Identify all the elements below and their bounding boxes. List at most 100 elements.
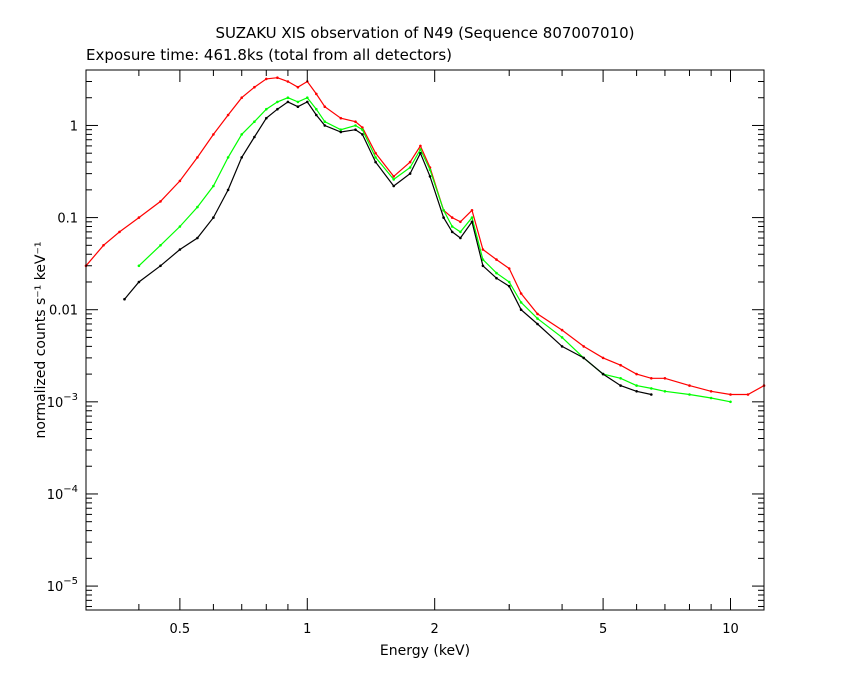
data-point <box>374 151 377 155</box>
data-point <box>519 301 523 304</box>
data-point <box>265 77 268 81</box>
data-point <box>374 156 377 159</box>
data-point <box>650 377 653 380</box>
data-point <box>582 356 585 360</box>
data-point <box>419 144 422 148</box>
data-point <box>560 336 564 339</box>
y-tick-exponent: −5 <box>63 576 78 587</box>
data-point <box>459 220 462 224</box>
data-point <box>315 92 318 96</box>
data-point <box>619 377 622 380</box>
data-point <box>663 377 667 380</box>
data-point <box>212 216 215 219</box>
y-tick-label: 0.1 <box>57 212 78 227</box>
data-point <box>635 372 638 376</box>
data-point <box>601 356 605 360</box>
data-point <box>296 85 300 89</box>
data-point <box>459 236 462 240</box>
x-tick-label: 1 <box>303 622 311 637</box>
data-point <box>428 175 432 178</box>
data-point <box>286 80 290 83</box>
data-point <box>361 133 364 136</box>
data-point <box>240 156 243 159</box>
data-point <box>286 96 290 99</box>
data-point <box>481 258 485 261</box>
series-line-1 <box>138 96 731 403</box>
y-tick-label: 10−5 <box>47 576 78 595</box>
data-point <box>507 267 511 270</box>
data-point <box>663 390 667 393</box>
data-point <box>361 128 364 131</box>
data-point <box>286 100 290 104</box>
data-point <box>253 85 256 89</box>
data-point <box>442 209 445 212</box>
x-tick-label: 5 <box>599 622 607 637</box>
data-point <box>226 113 230 117</box>
data-point <box>536 322 539 326</box>
data-point <box>123 297 126 301</box>
data-point <box>582 345 585 348</box>
series-line-2 <box>124 101 652 396</box>
data-point <box>470 209 474 212</box>
data-point <box>507 280 511 284</box>
y-tick-exponent: −4 <box>63 484 78 495</box>
data-point <box>323 120 327 123</box>
x-tick-label: 2 <box>431 622 439 637</box>
data-point <box>495 271 498 275</box>
data-point <box>339 128 343 131</box>
data-point <box>178 248 182 251</box>
x-tick-label: 10 <box>722 622 739 637</box>
data-point <box>137 264 141 268</box>
data-point <box>159 200 162 203</box>
data-point <box>354 120 357 123</box>
data-point <box>339 130 343 134</box>
data-point <box>315 113 318 117</box>
data-point <box>419 151 422 155</box>
data-point <box>495 276 498 280</box>
y-tick-label: 10−3 <box>47 392 78 411</box>
data-point <box>276 76 279 79</box>
data-point <box>536 312 539 316</box>
data-point <box>392 175 396 178</box>
data-point <box>507 284 511 288</box>
data-point <box>470 216 474 219</box>
data-point <box>354 124 357 127</box>
data-point <box>306 96 309 99</box>
series-layer <box>84 76 766 404</box>
data-point <box>408 166 412 169</box>
y-axis-label: normalized counts s⁻¹ keV⁻¹ <box>33 241 49 438</box>
chart-subtitle: Exposure time: 461.8ks (total from all d… <box>86 46 452 64</box>
data-point <box>137 280 141 284</box>
data-point <box>619 384 622 387</box>
data-point <box>306 100 309 104</box>
data-point <box>212 184 215 188</box>
data-point <box>137 216 141 219</box>
plot-frame <box>85 69 765 611</box>
data-point <box>240 96 243 99</box>
tick-layer: 0.5 1 2 5 10 1 0.1 0.01 10−3 10−4 10−5 <box>47 69 764 637</box>
data-point <box>102 244 105 247</box>
data-point <box>495 258 498 261</box>
data-point <box>746 393 750 396</box>
data-point <box>296 100 300 104</box>
data-point <box>253 120 256 123</box>
data-point <box>408 172 412 175</box>
data-point <box>729 393 732 396</box>
data-point <box>265 116 268 120</box>
y-tick-label: 10−4 <box>47 484 78 503</box>
data-point <box>709 390 713 393</box>
data-point <box>265 107 268 111</box>
data-point <box>428 168 432 172</box>
data-point <box>481 248 485 251</box>
data-point <box>392 184 396 188</box>
data-point <box>361 126 364 129</box>
data-point <box>339 116 343 120</box>
data-point <box>178 179 182 183</box>
data-point <box>408 160 412 164</box>
data-point <box>226 156 230 159</box>
data-point <box>315 107 318 111</box>
data-point <box>196 156 199 159</box>
data-point <box>560 345 564 348</box>
